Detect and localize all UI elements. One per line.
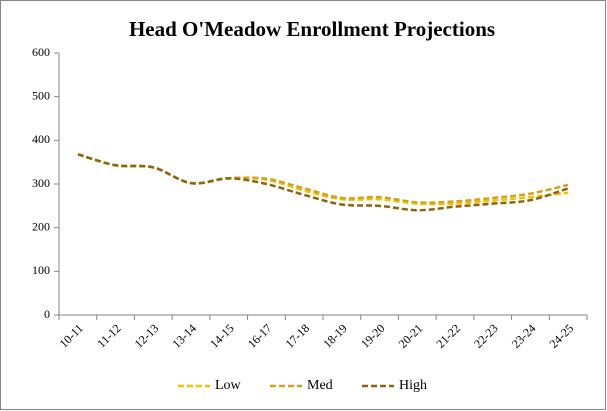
series-line — [77, 153, 569, 212]
legend-label: High — [399, 378, 427, 393]
legend-label: Med — [307, 378, 333, 393]
chart-title: Head O'Meadow Enrollment Projections — [129, 17, 495, 41]
y-tick-label: 500 — [32, 88, 50, 102]
y-tick-label: 200 — [32, 219, 50, 233]
series-line — [77, 153, 569, 206]
y-tick-label: 300 — [32, 176, 50, 190]
y-tick-label: 100 — [32, 263, 50, 277]
y-tick-label: 0 — [44, 307, 50, 321]
y-tick-label: 600 — [32, 45, 50, 59]
legend-label: Low — [215, 378, 242, 393]
y-tick-label: 400 — [32, 132, 50, 146]
series-line — [77, 153, 569, 204]
